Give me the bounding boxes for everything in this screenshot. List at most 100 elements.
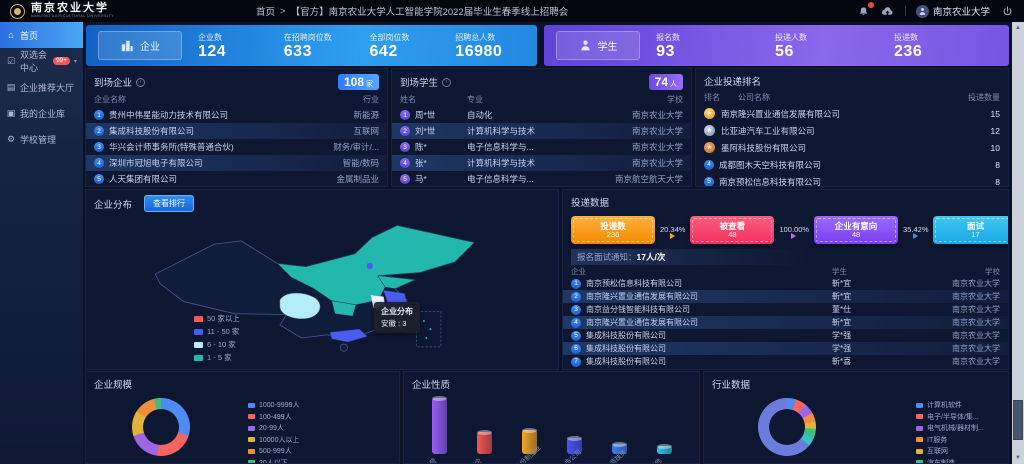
sidebar-item-school-admin[interactable]: ⚙ 学校管理 [0, 126, 83, 152]
table-row[interactable]: 5 马* 电子信息科学与... 南京航空航天大学 [392, 171, 691, 186]
company-nature-bar-chart[interactable]: 民营 国企 股份制企业 上市公司 外商独资 其他 [404, 394, 699, 463]
user-name: 南京农业大学 [932, 7, 990, 18]
panel-title: 企业规模 [94, 380, 133, 391]
table-row[interactable]: 4 成都图木天空科技有限公司 8 [696, 156, 1008, 173]
funnel-stage-viewed: 被查看 48 [690, 216, 775, 244]
scrollbar-thumb[interactable] [1013, 400, 1023, 440]
company-distribution-panel: 企业分布 查看排行 [85, 189, 559, 370]
view-ranking-button[interactable]: 查看排行 [144, 195, 195, 212]
sidebar-item-company-hall[interactable]: ▤ 企业推荐大厅 [0, 74, 83, 100]
stat-open-positions: 在招聘岗位数 633 [283, 32, 332, 60]
delivery-funnel: 投递数 236 20.34% 被查看 48 100.00% 企业有意向 48 3… [563, 212, 1008, 246]
sidebar-item-home[interactable]: ⌂ 首页 [0, 22, 83, 48]
legend-swatch [916, 460, 923, 463]
industry-legend: 计算机软件 电子/半导体/集... 电气机械/器材制... IT服务 互联网 汽… [916, 398, 984, 463]
legend-item: 6 - 10 家 [194, 339, 240, 350]
legend-swatch [916, 448, 923, 454]
legend-item: 1 - 5 家 [194, 352, 240, 363]
company-list: 1 贵州中伟星能动力技术有限公司 新能源 2 集成科技股份有限公司 互联网 3 华兴会计师… [86, 107, 387, 186]
table-row[interactable]: 3 南京益分钱智能科技有限公司 董*仕 南京农业大学 [563, 303, 1008, 316]
scroll-down-arrow-icon[interactable] [1012, 452, 1024, 464]
table-row[interactable]: 4 张* 计算机科学与技术 南京农业大学 [392, 155, 691, 171]
map-region-sichuan-cyan [279, 292, 321, 319]
scroll-up-arrow-icon[interactable] [1012, 22, 1024, 34]
legend-swatch [248, 448, 255, 454]
panel-title: 企业性质 [412, 380, 451, 391]
sidebar-item-label: 学校管理 [20, 134, 57, 145]
sidebar-item-label: 我的企业库 [20, 108, 66, 119]
legend-swatch [194, 341, 203, 348]
table-row[interactable]: 5 南京预松信息科技有限公司 8 [696, 173, 1008, 186]
notification-bell-icon[interactable] [857, 2, 874, 18]
sidebar-item-my-companies[interactable]: ▣ 我的企业库 [0, 100, 83, 126]
table-row[interactable]: 4 南京隆兴置业通信发展有限公司 靳*宜 南京农业大学 [563, 316, 1008, 329]
student-count-badge: 74 人 [648, 74, 683, 90]
map-region-shandong-teal [377, 275, 416, 289]
stat-applicants: 投递人数 56 [775, 32, 808, 60]
funnel-stage-applications: 投递数 236 [571, 216, 655, 244]
map-region-beijing-dot [366, 262, 373, 270]
table-row[interactable]: 6 集成科技股份有限公司 学*强 南京农业大学 [563, 342, 1008, 355]
top-actions: 南京农业大学 [857, 2, 1024, 18]
bar: 其他 [643, 400, 688, 463]
company-chip-label: 企业 [140, 42, 160, 53]
legend-swatch [916, 437, 923, 442]
stat-total-headcount: 招聘总人数 16980 [455, 32, 503, 60]
legend-swatch [194, 315, 203, 322]
table-row[interactable]: 7 集成科技股份有限公司 靳*喜 南京农业大学 [563, 355, 1008, 368]
interview-notice: 报名面试通知：17人/次 [571, 249, 1000, 265]
panel-title: 企业投递排名 [704, 77, 762, 88]
header-divider [904, 6, 906, 16]
buildings-icon [121, 40, 133, 51]
legend-item: 50 家以上 [194, 313, 240, 324]
table-row[interactable]: 1 南京预松信息科技有限公司 靳*宜 南京农业大学 [563, 277, 1008, 290]
breadcrumb-home-link[interactable]: 首页 [256, 7, 276, 18]
table-row[interactable]: 2 刘*世 计算机科学与技术 南京农业大学 [392, 123, 691, 139]
table-row[interactable]: 1 周*世 自动化 南京农业大学 [392, 107, 691, 123]
vertical-scrollbar [1012, 22, 1024, 464]
map-region-central-teal [331, 300, 357, 317]
checklist-icon: ☑ [6, 55, 16, 66]
sidebar-item-label: 首页 [20, 30, 39, 41]
logout-power-icon[interactable] [1000, 4, 1014, 18]
fair-center-badge: 99+ [52, 57, 70, 65]
map-legend: 50 家以上 11 - 50 家 6 - 10 家 1 - 5 家 [194, 313, 240, 363]
table-row[interactable]: 3 华兴会计师事务所(特殊普通合伙) 财务/审计/... [86, 139, 387, 155]
stats-row: 企业 企业数 124 在招聘岗位数 633 全部岗位数 642 招聘总人数 16… [86, 25, 1009, 66]
funnel-arrow: 100.00% [779, 224, 810, 234]
user-menu[interactable]: 南京农业大学 [915, 4, 990, 18]
legend-swatch [194, 328, 203, 335]
table-row[interactable]: 2 集成科技股份有限公司 互联网 [86, 123, 387, 139]
legend-swatch [916, 425, 923, 431]
funnel-stage-interested: 企业有意向 48 [814, 216, 899, 244]
logo-subtitle: NANJING AGRICULTURAL UNIVERSITY [31, 14, 115, 19]
company-scale-donut-chart[interactable] [132, 398, 190, 456]
map-region-north-teal [276, 225, 475, 306]
funnel-stage-interview: 面试 17 [933, 216, 1008, 244]
table-row[interactable]: 1 贵州中伟星能动力技术有限公司 新能源 [86, 107, 387, 123]
table-row[interactable]: 4 深圳市冠旭电子有限公司 智能/数码 [86, 155, 387, 171]
sidebar-item-label: 双选会中心 [20, 50, 48, 73]
table-row[interactable]: 3 陈* 电子信息科学与... 南京农业大学 [392, 139, 691, 155]
table-row[interactable]: 2 南京隆兴置业通信发展有限公司 靳*宜 南京农业大学 [563, 290, 1008, 303]
building-icon: ▤ [6, 81, 16, 92]
library-icon: ▣ [6, 107, 16, 118]
notification-badge [867, 2, 874, 8]
sidebar-item-label: 企业推荐大厅 [20, 82, 75, 93]
panel-title: 投递数据 [571, 198, 610, 209]
breadcrumb-current: 【官方】南京农业大学人工智能学院2022届毕业生春季线上招聘会 [290, 7, 569, 18]
home-icon: ⌂ [8, 30, 14, 40]
sidebar-item-fair-center[interactable]: ☑ 双选会中心 99+ ▾ [0, 48, 83, 74]
scrollbar-track[interactable] [1012, 34, 1024, 452]
table-row[interactable]: 5 集成科技股份有限公司 学*强 南京农业大学 [563, 329, 1008, 342]
table-row[interactable]: 5 人天集团有限公司 金属制品业 [86, 171, 387, 186]
bar: 外商独资 [598, 400, 643, 463]
funnel-arrow: 20.34% [660, 224, 686, 234]
industry-donut-chart[interactable] [758, 398, 816, 456]
cloud-upload-icon[interactable] [881, 4, 895, 18]
legend-swatch [248, 402, 255, 408]
